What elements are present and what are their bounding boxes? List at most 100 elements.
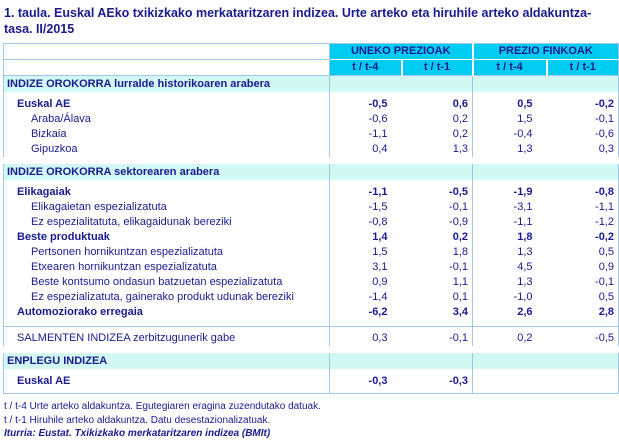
cell-value: -0,5 (546, 326, 619, 350)
cell-value: 0,2 (401, 127, 473, 142)
section-band (329, 75, 473, 92)
sub-header-t4: t / t-4 (329, 59, 402, 76)
row-label: Elikagaietan espezializatuta (3, 200, 330, 215)
sub-header-t1: t / t-1 (400, 59, 473, 76)
cell-value: -0,4 (513, 128, 533, 140)
cell-value: 0,3 (598, 143, 614, 155)
cell-value (473, 369, 547, 394)
cell-value: -0,1 (401, 326, 473, 350)
cell-value: 0,3 (329, 326, 402, 350)
table-row: Beste kontsumo ondasun batzuetan espezia… (3, 275, 619, 290)
row-label: Etxearen hornikuntzan espezializatuta (3, 260, 330, 275)
cell-value: -0,6 (595, 128, 614, 140)
section-header-row: ENPLEGU INDIZEA (3, 346, 619, 369)
cell-value: -0,2 (595, 231, 614, 243)
cell-value: 0,2 (401, 112, 473, 127)
row-label: SALMENTEN INDIZEA zerbitzugunerik gabe (3, 326, 330, 350)
cell-value: 0,5 (517, 98, 533, 110)
cell-value: -0,1 (401, 200, 473, 215)
row-label: Beste kontsumo ondasun batzuetan espezia… (3, 275, 330, 290)
cell-value: -0,8 (368, 216, 388, 228)
cell-value: -0,3 (401, 369, 473, 394)
section-title: ENPLEGU INDIZEA (3, 346, 330, 369)
cell-value: 0,4 (372, 143, 388, 155)
table-row: Pertsonen hornikuntzan espezializatuta 1,… (3, 245, 619, 260)
cell-value: 2,8 (598, 306, 614, 318)
cell-value: -1,5 (368, 201, 388, 213)
row-label: Euskal AE (3, 92, 330, 112)
cell-value: 1,8 (401, 245, 473, 260)
retail-index-table: UNEKO PREZIOAK PREZIO FINKOAK t / t-4 t … (3, 43, 619, 394)
table-row: Ez espezializatuta, gainerako produkt ud… (3, 290, 619, 305)
cell-value: 0,2 (472, 326, 547, 350)
section-band (472, 157, 619, 180)
cell-value: -1,4 (368, 291, 388, 303)
footnotes: t / t-4 Urte arteko aldakuntza. Egutegia… (4, 400, 617, 441)
sub-header-row: t / t-4 t / t-1 t / t-4 t / t-1 (3, 59, 619, 76)
cell-value: 0,5 (598, 246, 614, 258)
cell-value: 1,3 (401, 142, 473, 161)
cell-value: -0,1 (595, 113, 614, 125)
row-label: Euskal AE (3, 369, 330, 394)
cell-value: 0,5 (598, 291, 614, 303)
footnote-t1: t / t-1 Hiruhile arteko aldakuntza. Datu… (4, 414, 271, 426)
cell-value: 1,3 (517, 246, 533, 258)
cell-value: -0,9 (401, 215, 473, 230)
table-row: Etxearen hornikuntzan espezializatuta 3,1… (3, 260, 619, 275)
table-row: Euskal AE -0,5 0,6 0,5 -0,2 (3, 92, 619, 112)
cell-value: 1,5 (517, 113, 533, 125)
cell-value: -0,5 (401, 180, 473, 200)
table-row: Euskal AE -0,3 -0,3 (3, 369, 619, 394)
table-row: Beste produktuak 1,4 0,2 1,8 -0,2 (3, 230, 619, 245)
section-header-row: INDIZE OROKORRA lurralde historikoaren a… (3, 75, 619, 92)
section-header-row: INDIZE OROKORRA sektorearen arabera (3, 157, 619, 180)
cell-value: 1,5 (372, 246, 388, 258)
row-label: Araba/Álava (3, 112, 330, 127)
cell-value: 1,1 (401, 275, 473, 290)
group-header-current-prices: UNEKO PREZIOAK (329, 43, 473, 60)
sub-header-t4: t / t-4 (471, 59, 547, 76)
section-title: INDIZE OROKORRA lurralde historikoaren a… (3, 75, 330, 92)
table-header: UNEKO PREZIOAK PREZIO FINKOAK t / t-4 t … (3, 43, 619, 76)
cell-value: 2,6 (517, 306, 533, 318)
footnote-t4: t / t-4 Urte arteko aldakuntza. Egutegia… (4, 401, 321, 412)
cell-value: 1,4 (372, 231, 388, 243)
section-band (329, 346, 473, 369)
cell-value: -1,1 (595, 201, 614, 213)
table-row: Elikagaietan espezializatuta -1,5 -0,1 -3,1… (3, 200, 619, 215)
cell-value: -0,3 (368, 375, 388, 387)
row-label: Beste produktuak (3, 230, 330, 245)
cell-value: 0,9 (598, 261, 614, 273)
section-title: INDIZE OROKORRA sektorearen arabera (3, 157, 330, 180)
cell-value: -0,5 (368, 98, 388, 110)
stub-header (3, 43, 330, 60)
section-band (329, 157, 473, 180)
cell-value: -1,1 (368, 128, 388, 140)
cell-value: -0,6 (368, 113, 388, 125)
table-row: Automoziorako erregaia -6,2 3,4 2,6 2,8 (3, 305, 619, 327)
row-label: Bizkaia (3, 127, 330, 142)
table-row: Gipuzkoa 0,4 1,3 1,3 0,3 (3, 142, 619, 161)
section-band (472, 75, 619, 92)
table-row: SALMENTEN INDIZEA zerbitzugunerik gabe 0,… (3, 326, 619, 350)
group-header-row: UNEKO PREZIOAK PREZIO FINKOAK (3, 43, 619, 60)
cell-value: 0,1 (401, 290, 473, 305)
cell-value: 0,2 (401, 230, 473, 245)
table-body: INDIZE OROKORRA lurralde historikoaren a… (3, 75, 619, 394)
cell-value: 0,9 (372, 276, 388, 288)
section-band (472, 346, 619, 369)
row-label: Elikagaiak (3, 180, 330, 200)
cell-value (547, 369, 619, 394)
group-header-fixed-prices: PREZIO FINKOAK (471, 43, 619, 60)
row-label: Ez espezializatuta, gainerako produkt ud… (3, 290, 330, 305)
row-label: Pertsonen hornikuntzan espezializatuta (3, 245, 330, 260)
cell-value: 4,5 (517, 261, 533, 273)
cell-value: -1,1 (368, 186, 388, 198)
table-row: Bizkaia -1,1 0,2 -0,4 -0,6 (3, 127, 619, 142)
cell-value: 3,1 (372, 261, 388, 273)
cell-value: -6,2 (368, 306, 388, 318)
table-row: Ez espezialitatuta, elikagaidunak berezi… (3, 215, 619, 230)
cell-value: 0,6 (401, 92, 473, 112)
table-row: Araba/Álava -0,6 0,2 1,5 -0,1 (3, 112, 619, 127)
